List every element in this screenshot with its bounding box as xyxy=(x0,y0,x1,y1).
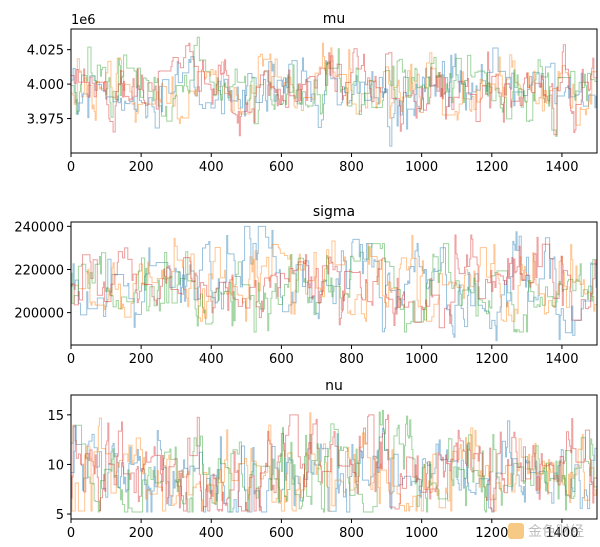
axes-frame xyxy=(70,394,598,520)
y-tick-label: 4.000 xyxy=(27,78,64,93)
x-tick-label: 200 xyxy=(129,352,154,367)
x-tick-label: 1400 xyxy=(545,160,578,175)
x-tick-label: 800 xyxy=(339,160,364,175)
trace-sigma-chain-2 xyxy=(71,243,597,333)
watermark-text: 金色财经 xyxy=(528,524,584,540)
y-tick-label: 10 xyxy=(47,458,64,473)
trace-sigma-chain-1 xyxy=(71,235,597,322)
subplot-mu: mu 0 200 400 600 800 1000 1200 1400 3.975 4.000 4.0… xyxy=(27,11,598,175)
x-tick-label: 1200 xyxy=(475,160,508,175)
trace-nu-chain-2 xyxy=(71,409,597,513)
x-tick-label: 1000 xyxy=(405,526,438,541)
y-tick-label: 220000 xyxy=(14,263,64,278)
trace-sigma-chain-3 xyxy=(71,234,597,329)
x-tick-label: 0 xyxy=(67,352,75,367)
gold-badge-icon xyxy=(508,523,524,539)
trace-mu-chain-2 xyxy=(71,36,597,137)
x-tick-label: 400 xyxy=(199,526,224,541)
traces-nu xyxy=(71,409,597,513)
x-tick-label: 1400 xyxy=(545,526,578,541)
x-tick-label: 600 xyxy=(269,352,294,367)
x-tick-label: 800 xyxy=(339,526,364,541)
axes-frame xyxy=(70,28,598,154)
trace-mu-chain-0 xyxy=(71,47,597,147)
x-tick-label: 1400 xyxy=(545,352,578,367)
trace-sigma-chain-0 xyxy=(71,225,597,342)
traces-mu xyxy=(71,36,597,147)
x-tick-label: 1000 xyxy=(405,160,438,175)
axes-frame xyxy=(70,221,598,346)
trace-mu-chain-1 xyxy=(71,42,597,126)
x-tick-label: 0 xyxy=(67,526,75,541)
y-offset-label: 1e6 xyxy=(71,13,96,28)
x-tick-label: 800 xyxy=(339,352,364,367)
x-tick-label: 600 xyxy=(269,526,294,541)
x-tick-label: 0 xyxy=(67,160,75,175)
chart-title: sigma xyxy=(313,204,355,220)
chart-title: mu xyxy=(323,11,346,27)
traces-sigma xyxy=(71,225,597,342)
y-tick-label: 5 xyxy=(56,508,64,523)
x-tick-label: 1200 xyxy=(475,526,508,541)
subplot-nu: nu 0 200 400 600 800 1000 1200 1400 5 10 15 xyxy=(47,378,598,541)
subplot-sigma: sigma 0 200 400 600 800 1000 1200 1400 200000 2200… xyxy=(14,204,598,367)
trace-nu-chain-0 xyxy=(71,420,597,513)
x-tick-label: 200 xyxy=(129,526,154,541)
trace-mu-chain-3 xyxy=(71,42,597,137)
y-tick-label: 3.975 xyxy=(27,113,64,128)
y-tick-label: 200000 xyxy=(14,307,64,322)
trace-nu-chain-3 xyxy=(71,414,597,512)
chart-title: nu xyxy=(325,378,343,394)
y-tick-label: 240000 xyxy=(14,220,64,235)
y-tick-label: 4.025 xyxy=(27,44,64,59)
watermark: 金色财经 xyxy=(508,521,584,541)
y-tick-label: 15 xyxy=(47,409,64,424)
x-tick-label: 200 xyxy=(129,160,154,175)
trace-nu-chain-1 xyxy=(71,412,597,512)
x-tick-label: 400 xyxy=(199,160,224,175)
x-tick-label: 400 xyxy=(199,352,224,367)
x-tick-label: 1200 xyxy=(475,352,508,367)
x-tick-label: 600 xyxy=(269,160,294,175)
x-tick-label: 1000 xyxy=(405,352,438,367)
